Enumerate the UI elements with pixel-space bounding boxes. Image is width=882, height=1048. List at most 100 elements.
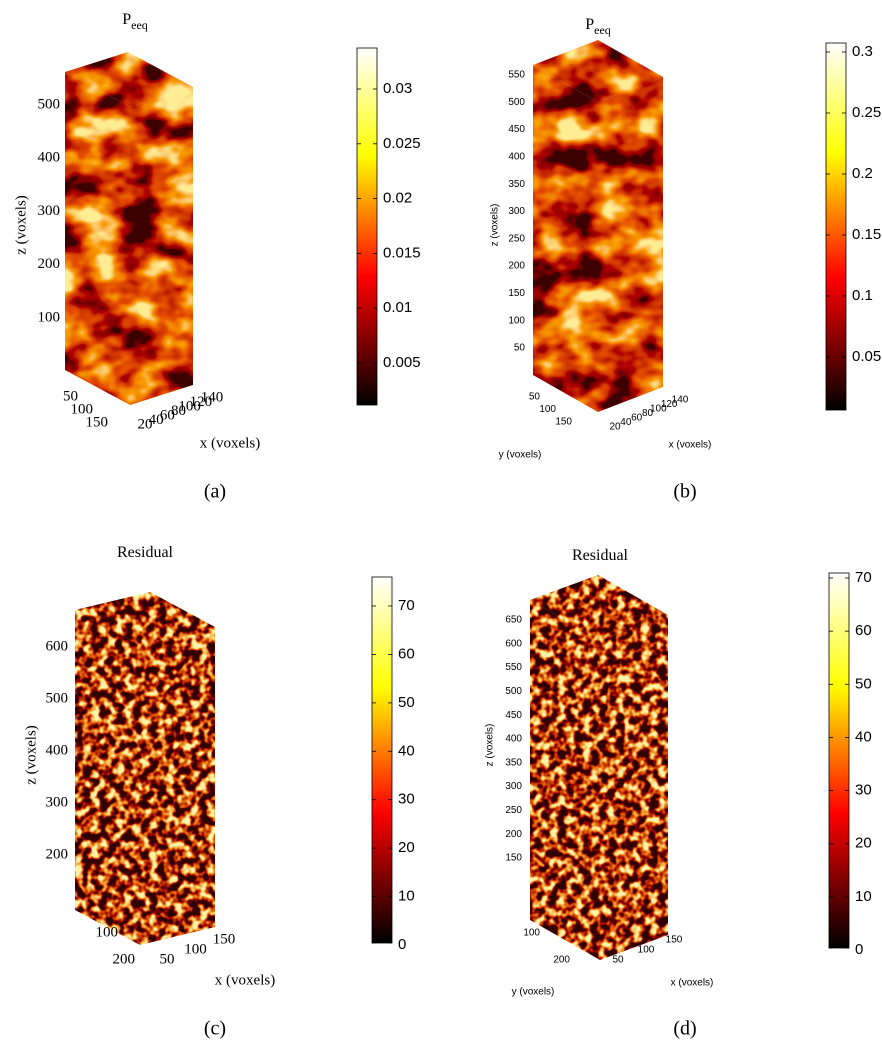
colorbar-tick-label: 0: [855, 941, 863, 958]
title-text: Residual: [117, 544, 174, 561]
colorbar-tick-label: 60: [855, 622, 872, 639]
panel-title: Residual: [572, 547, 629, 564]
title-text: Residual: [572, 547, 629, 564]
colorbar-tick-label: 0.1: [852, 287, 873, 304]
colorbar-tick-label: 20: [398, 839, 415, 856]
x-tick-label: 100: [650, 404, 667, 415]
panel-title: Peeq: [585, 16, 611, 37]
colorbar-tick-label: 0.025: [383, 135, 421, 152]
title-text: P: [585, 16, 594, 33]
z-tick-label: 500: [505, 686, 522, 697]
z-tick-label: 200: [46, 846, 69, 862]
z-tick-label: 550: [508, 70, 525, 81]
colorbar-tick-label: 50: [398, 694, 415, 711]
z-tick-label: 300: [38, 203, 61, 219]
z-tick-label: 600: [505, 638, 522, 649]
z-tick-label: 600: [46, 638, 69, 654]
z-tick-label: 100: [38, 309, 61, 325]
z-tick-label: 650: [505, 615, 522, 626]
y-tick-label: 150: [86, 414, 109, 430]
colorbar-tick-label: 0.01: [383, 299, 412, 316]
z-tick-label: 350: [505, 757, 522, 768]
colorbar: [828, 572, 850, 949]
x-tick-label: 20: [609, 422, 621, 433]
volume-left-face: [75, 610, 140, 945]
z-tick-label: 450: [508, 124, 525, 135]
colorbar: [825, 42, 847, 411]
z-axis-label: z (voxels): [485, 724, 496, 767]
z-axis-label: z (voxels): [13, 195, 29, 255]
y-tick-label: 50: [529, 392, 541, 403]
x-tick-label: 60: [160, 407, 175, 423]
z-tick-label: 250: [508, 233, 525, 244]
volume-left-face: [533, 65, 598, 412]
colorbar-tick-label: 0.3: [852, 43, 873, 60]
z-tick-label: 450: [505, 710, 522, 721]
colorbar-tick-label: 0.02: [383, 190, 412, 207]
y-tick-label: 150: [555, 417, 572, 428]
x-tick-label: 100: [184, 941, 207, 957]
volume-right-face: [598, 77, 663, 412]
x-tick-label: 140: [201, 389, 224, 405]
panel-caption: (b): [673, 481, 696, 503]
x-tick-label: 150: [213, 931, 236, 947]
x-tick-label: 80: [171, 403, 186, 419]
z-tick-label: 400: [38, 150, 61, 166]
z-tick-label: 300: [508, 206, 525, 217]
z-tick-label: 200: [38, 256, 61, 272]
z-tick-label: 300: [46, 794, 69, 810]
panel-caption: (c): [204, 1018, 226, 1040]
title-text: P: [122, 11, 131, 28]
x-axis-label: x (voxels): [215, 972, 275, 988]
z-tick-label: 50: [514, 343, 526, 354]
colorbar-tick-label: 0.2: [852, 165, 873, 182]
volume-right-face: [600, 615, 668, 960]
colorbar-tick-label: 0: [398, 936, 406, 953]
colorbar-tick-label: 70: [855, 569, 872, 586]
panel-title: Residual: [117, 544, 174, 561]
z-tick-label: 150: [508, 288, 525, 299]
z-tick-label: 400: [508, 152, 525, 163]
colorbar-tick-label: 20: [855, 835, 872, 852]
volume-top-face: [75, 592, 215, 645]
title-subscript: eeq: [594, 23, 611, 37]
z-axis-label: z (voxels): [23, 725, 39, 785]
x-tick-label: 100: [178, 398, 201, 414]
z-tick-label: 300: [505, 781, 522, 792]
y-tick-label: 200: [553, 955, 570, 966]
colorbar: [371, 576, 393, 944]
panel: Residual15020025030035040045050055060065…: [485, 547, 872, 1040]
y-tick-label: 100: [71, 401, 94, 417]
z-tick-label: 100: [508, 315, 525, 326]
volume-right-face: [130, 87, 193, 405]
x-tick-label: 150: [666, 935, 683, 946]
y-axis-label: y (voxels): [499, 450, 542, 461]
x-tick-label: 20: [138, 416, 153, 432]
colorbar-tick-label: 70: [398, 597, 415, 614]
colorbar-tick-label: 60: [398, 645, 415, 662]
volume-top-face: [533, 40, 663, 102]
z-tick-label: 550: [505, 662, 522, 673]
x-tick-label: 100: [638, 945, 655, 956]
z-tick-label: 500: [38, 96, 61, 112]
x-axis-label: x (voxels): [200, 435, 260, 451]
volume-top-face: [530, 575, 668, 640]
z-tick-label: 400: [46, 742, 69, 758]
colorbar-tick-label: 10: [398, 888, 415, 905]
panel-title: Peeq: [122, 11, 148, 32]
volume-left-face: [530, 600, 600, 960]
x-tick-label: 40: [149, 412, 164, 428]
x-tick-label: 140: [672, 395, 689, 406]
colorbar-tick-label: 50: [855, 675, 872, 692]
z-tick-label: 200: [505, 829, 522, 840]
volume-top-face: [65, 52, 193, 107]
colorbar-tick-label: 10: [855, 888, 872, 905]
z-tick-label: 350: [508, 179, 525, 190]
y-tick-label: 100: [96, 924, 119, 940]
colorbar-tick-label: 0.25: [852, 104, 881, 121]
y-tick-label: 50: [63, 388, 78, 404]
x-tick-label: 120: [661, 399, 678, 410]
z-tick-label: 500: [46, 690, 69, 706]
